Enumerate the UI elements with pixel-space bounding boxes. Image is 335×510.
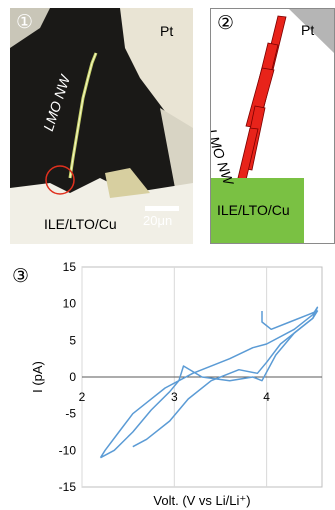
y-tick-label-6: -15 [59, 480, 77, 494]
nanowire-drawing [237, 15, 287, 181]
panel-number-1: ① [16, 12, 34, 33]
electrode-block [211, 178, 304, 243]
cv-chart: 15 10 5 0 -5 -10 -15 2 3 4 Volt. (V vs Li/Li⁺) I (p… [30, 260, 323, 508]
schematic-drawing [211, 9, 334, 243]
x-axis-label: Volt. (V vs Li/Li⁺) [153, 493, 250, 508]
y-tick-label-4: -5 [65, 407, 76, 421]
y-tick-label-0: 15 [63, 260, 77, 274]
scale-bar [145, 206, 179, 211]
contact-circle [45, 165, 75, 195]
micrograph-image [10, 8, 193, 244]
x-tick-label-1: 3 [171, 390, 178, 404]
electrode-label: ILE/LTO/Cu [217, 202, 290, 218]
cv-series-line-1 [132, 310, 319, 448]
cv-chart-panel: ③ 15 10 5 0 -5 -10 -15 2 3 4 Volt. (V vs Li/Li⁺) I … [0, 255, 335, 510]
y-tick-label-1: 10 [63, 297, 77, 311]
pt-label: Pt [301, 22, 315, 38]
schematic-panel: ② Pt LMO NW ILE/LTO/Cu [210, 8, 335, 244]
y-tick-label-2: 5 [69, 333, 76, 347]
electrode-label: ILE/LTO/Cu [44, 216, 117, 232]
pt-label: Pt [160, 23, 174, 39]
panel-number-2: ② [217, 13, 235, 34]
panel-number-3: ③ [12, 266, 30, 287]
y-axis-label: I (pA) [30, 361, 45, 393]
x-tick-label-2: 4 [263, 390, 270, 404]
y-tick-label-3: 0 [69, 370, 76, 384]
micrograph-panel: ① Pt LMO NW ILE/LTO/Cu 20μn [10, 8, 193, 244]
x-tick-label-0: 2 [79, 390, 86, 404]
y-tick-label-5: -10 [59, 443, 77, 457]
scale-label: 20μn [143, 213, 173, 228]
